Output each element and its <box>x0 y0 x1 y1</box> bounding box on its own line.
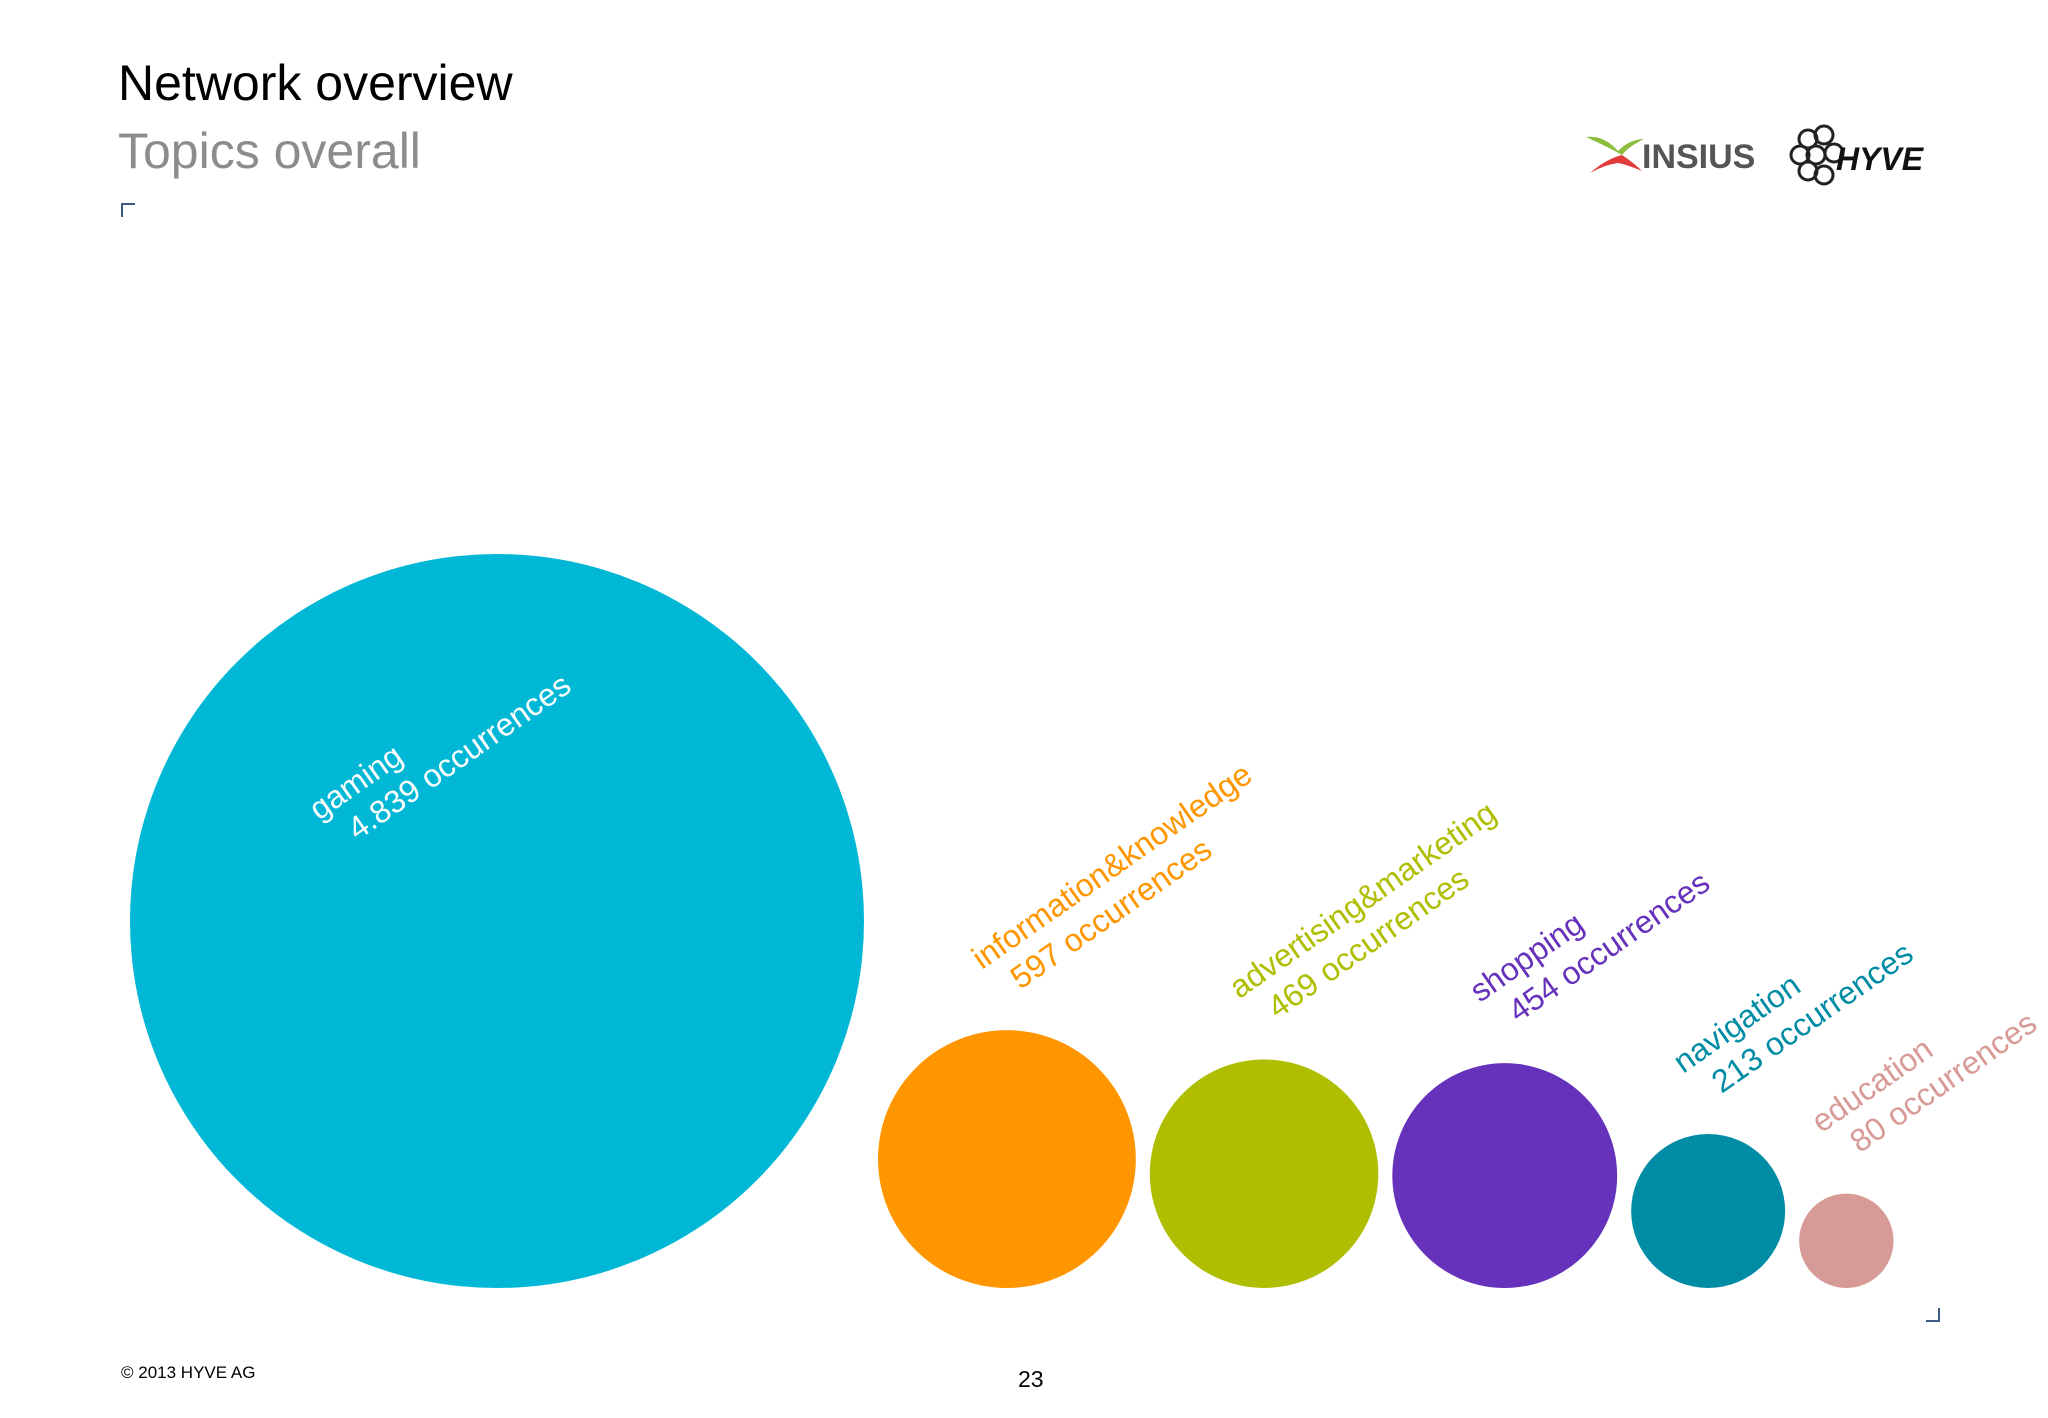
copyright-text: © 2013 HYVE AG <box>121 1363 256 1382</box>
insius-swoosh-icon <box>1590 155 1642 173</box>
bubble-category-label: information&knowledge <box>965 756 1258 976</box>
bubble-information-knowledge <box>878 1030 1136 1288</box>
insius-leaf-icon <box>1586 136 1644 155</box>
insius-logo: INSIUS <box>1586 136 1755 176</box>
page-title: Network overview <box>118 55 513 111</box>
hyve-hex-icon <box>1789 124 1845 186</box>
logo-group: INSIUS HYVE <box>1582 105 1942 205</box>
bubble-shopping <box>1392 1063 1618 1288</box>
bubble-education <box>1799 1193 1894 1288</box>
page-subtitle: Topics overall <box>118 123 421 179</box>
logo-graphics: INSIUS HYVE <box>1586 124 1925 186</box>
frame-corner-bottom-right <box>1926 1308 1940 1322</box>
bubble-gaming <box>130 554 864 1288</box>
hyve-logo: HYVE <box>1789 124 1925 186</box>
page-number: 23 <box>1018 1366 1044 1392</box>
bubble-advertising-marketing <box>1149 1059 1379 1288</box>
bubble-navigation <box>1631 1134 1786 1288</box>
hyve-wordmark: HYVE <box>1836 141 1925 177</box>
frame-corner-top-left <box>121 203 135 217</box>
insius-wordmark: INSIUS <box>1642 138 1755 176</box>
